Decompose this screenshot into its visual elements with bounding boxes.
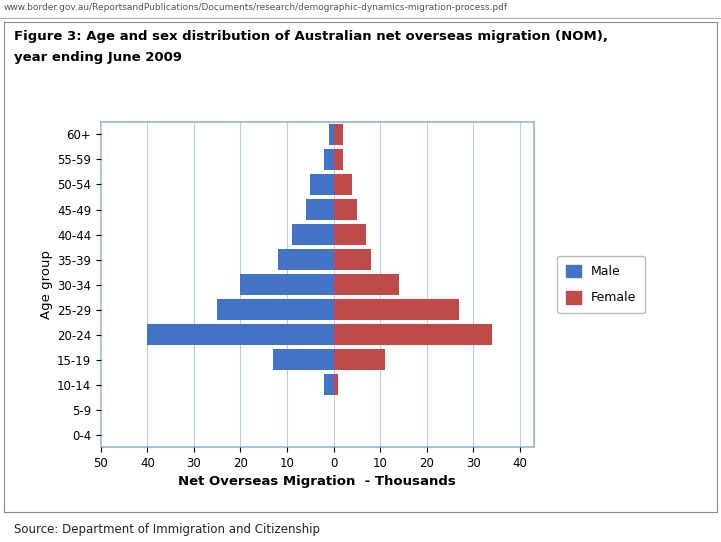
X-axis label: Net Overseas Migration  - Thousands: Net Overseas Migration - Thousands	[178, 475, 456, 488]
Bar	[217, 299, 334, 320]
Bar	[334, 149, 342, 170]
Bar	[148, 324, 334, 345]
Bar	[334, 199, 357, 220]
Bar	[334, 324, 492, 345]
Bar	[334, 349, 385, 370]
Text: year ending June 2009: year ending June 2009	[14, 51, 182, 64]
Bar	[310, 174, 334, 195]
Bar	[334, 374, 338, 395]
Bar	[334, 299, 459, 320]
Legend: Male, Female: Male, Female	[557, 256, 645, 313]
Bar	[324, 149, 334, 170]
Bar	[334, 124, 342, 145]
Y-axis label: Age group: Age group	[40, 250, 53, 319]
Bar	[334, 224, 366, 245]
Bar	[324, 374, 334, 395]
Bar	[334, 249, 371, 270]
Text: Source: Department of Immigration and Citizenship: Source: Department of Immigration and Ci…	[14, 523, 320, 536]
Bar	[306, 199, 334, 220]
Bar	[278, 249, 334, 270]
Bar	[329, 124, 334, 145]
Bar	[273, 349, 334, 370]
Text: www.border.gov.au/ReportsandPublications/Documents/research/demographic-dynamics: www.border.gov.au/ReportsandPublications…	[4, 3, 508, 12]
Bar	[292, 224, 334, 245]
Bar	[241, 274, 334, 295]
Bar	[334, 274, 399, 295]
Text: Figure 3: Age and sex distribution of Australian net overseas migration (NOM),: Figure 3: Age and sex distribution of Au…	[14, 30, 609, 43]
Bar	[334, 174, 352, 195]
